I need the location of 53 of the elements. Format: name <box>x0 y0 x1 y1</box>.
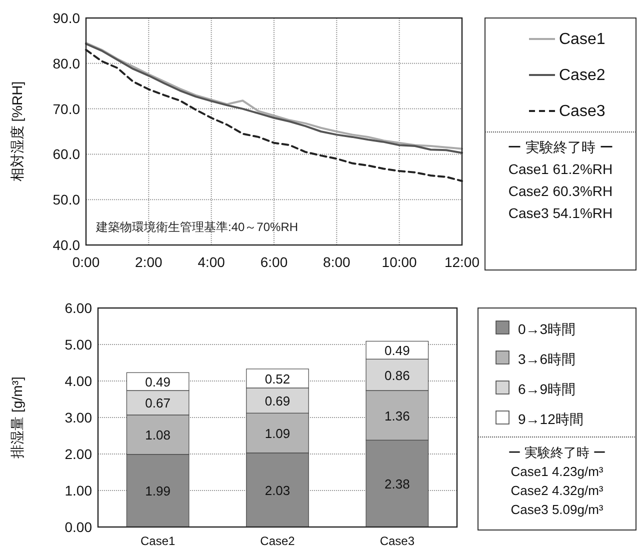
legend-label: Case2 <box>559 67 606 84</box>
data-label: 0.69 <box>264 394 290 409</box>
x-tick-label: 8:00 <box>323 254 351 270</box>
legend-label: 0→3時間 <box>518 321 576 337</box>
y-tick-label: 80.0 <box>52 55 80 72</box>
text: ー 実験終了時 ー <box>508 445 606 460</box>
x-tick-label: Case2 <box>260 534 296 548</box>
data-label: 0.49 <box>145 374 170 390</box>
x-tick-label: 0:00 <box>72 254 100 270</box>
text: Case2 60.3%RH <box>508 183 613 199</box>
legend-label: 9→12時間 <box>518 411 584 427</box>
x-tick-label: 12:00 <box>444 254 480 270</box>
data-label: 1.36 <box>384 408 410 424</box>
data-label: 0.52 <box>264 371 290 386</box>
text: Case1 61.2%RH <box>508 161 613 177</box>
y-tick-label: 90.0 <box>52 10 80 26</box>
text: Case2 4.32g/m³ <box>510 483 604 498</box>
text: ー 実験終了時 ー <box>508 139 614 155</box>
text: Case3 54.1%RH <box>508 205 613 221</box>
data-label: 2.03 <box>264 482 290 498</box>
x-tick-label: 6:00 <box>260 254 288 270</box>
y-tick-label: 3.00 <box>64 410 92 426</box>
text: Case1 4.23g/m³ <box>510 464 604 479</box>
y-axis-title: 相対湿度 [%RH] <box>9 81 25 182</box>
data-label: 0.49 <box>384 343 410 358</box>
y-tick-label: 50.0 <box>52 192 80 208</box>
legend-label: 3→6時間 <box>518 351 576 367</box>
y-tick-label: 5.00 <box>64 336 92 352</box>
legend-label: Case3 <box>559 103 606 120</box>
annotation: 建築物環境衛生管理基準:40～70%RH <box>95 220 298 234</box>
x-tick-label: Case1 <box>140 534 176 548</box>
data-label: 0.67 <box>145 396 170 411</box>
y-tick-label: 60.0 <box>52 146 80 162</box>
x-tick-label: 2:00 <box>135 254 163 270</box>
x-tick-label: 10:00 <box>382 254 418 270</box>
text: Case3 5.09g/m³ <box>510 502 604 517</box>
y-tick-label: 2.00 <box>64 446 92 462</box>
y-axis-title: 排湿量 [g/m³] <box>9 376 25 458</box>
legend-label: Case1 <box>559 31 606 48</box>
x-tick-label: 4:00 <box>198 254 226 270</box>
legend-label: 6→9時間 <box>518 381 576 397</box>
data-label: 1.99 <box>145 484 170 499</box>
data-label: 1.08 <box>145 428 170 443</box>
data-label: 2.38 <box>384 476 410 492</box>
y-tick-label: 1.00 <box>64 482 92 498</box>
y-tick-label: 6.00 <box>64 300 92 316</box>
y-tick-label: 40.0 <box>52 237 80 253</box>
x-tick-label: Case3 <box>380 534 415 548</box>
data-label: 1.09 <box>264 426 290 442</box>
y-tick-label: 0.00 <box>64 519 92 535</box>
data-label: 0.86 <box>384 368 410 383</box>
y-tick-label: 4.00 <box>64 373 92 389</box>
y-tick-label: 70.0 <box>52 100 80 117</box>
